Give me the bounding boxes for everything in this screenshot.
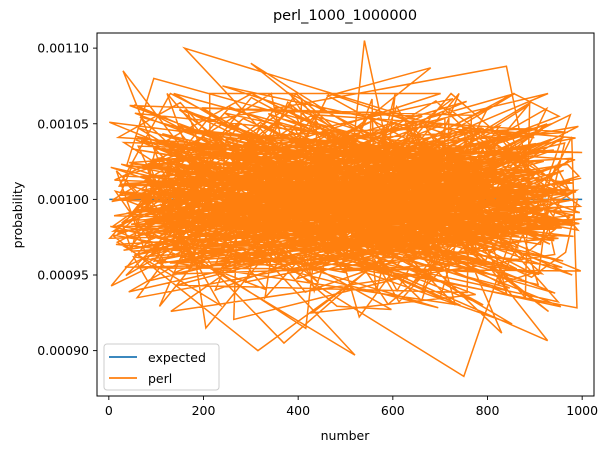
x-tick-label: 800 xyxy=(476,403,500,418)
x-tick-label: 600 xyxy=(381,403,405,418)
legend-label-perl: perl xyxy=(148,371,172,386)
plot-area xyxy=(96,32,595,397)
series-layer xyxy=(108,40,583,378)
legend-label-expected: expected xyxy=(148,350,206,365)
plot-frame xyxy=(96,32,595,397)
chart-title: perl_1000_1000000 xyxy=(273,8,417,24)
x-tick-label: 1000 xyxy=(566,403,598,418)
y-tick-label: 0.00110 xyxy=(37,41,89,56)
y-tick-label: 0.00095 xyxy=(37,268,89,283)
legend: expected perl xyxy=(103,343,220,391)
x-axis: 0 200 400 600 800 1000 xyxy=(105,396,598,418)
y-tick-label: 0.00090 xyxy=(37,343,89,358)
x-axis-label: number xyxy=(321,428,371,443)
y-axis: 0.00090 0.00095 0.00100 0.00105 0.00110 xyxy=(37,41,97,358)
x-tick-label: 400 xyxy=(286,403,310,418)
y-tick-label: 0.00105 xyxy=(37,116,89,131)
y-axis-label: probability xyxy=(10,181,25,248)
y-tick-label: 0.00100 xyxy=(37,192,89,207)
x-tick-label: 0 xyxy=(105,403,113,418)
series-line-perl xyxy=(108,40,583,378)
x-tick-label: 200 xyxy=(192,403,216,418)
